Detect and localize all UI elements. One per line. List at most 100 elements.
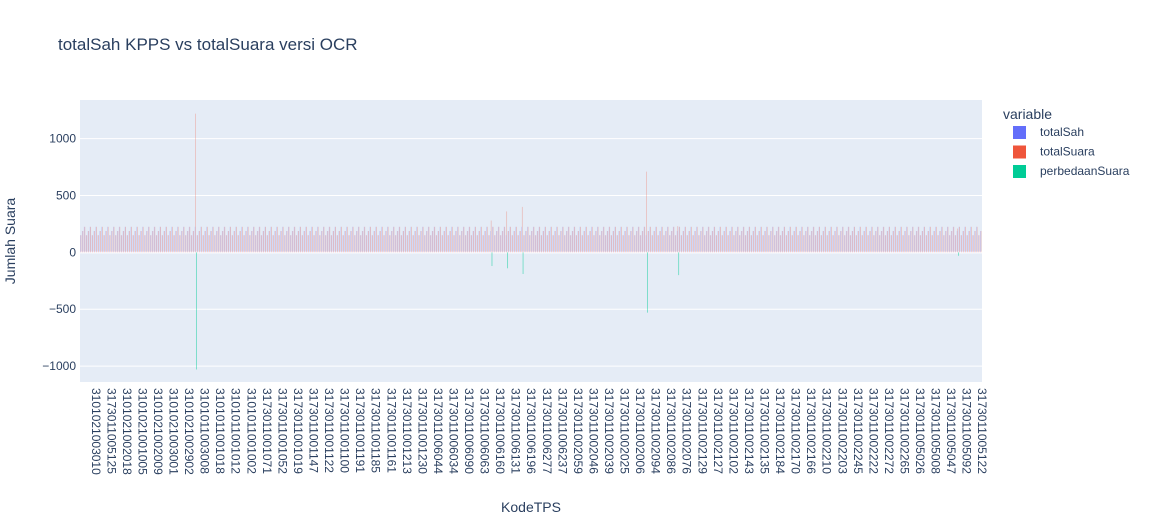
bar-totalSah[interactable] xyxy=(416,226,417,253)
bar-totalSuara[interactable] xyxy=(553,235,554,253)
bar-totalSuara[interactable] xyxy=(203,235,204,253)
bar-totalSah[interactable] xyxy=(194,226,196,253)
bar-totalSuara[interactable] xyxy=(426,230,428,253)
bar-totalSuara[interactable] xyxy=(640,235,642,253)
bar-totalSah[interactable] xyxy=(805,230,806,253)
bar-totalSuara[interactable] xyxy=(337,235,338,253)
bar-totalSah[interactable] xyxy=(91,235,93,253)
bar-totalSah[interactable] xyxy=(521,226,522,253)
bar-totalSuara[interactable] xyxy=(137,226,138,253)
legend-item-totalSuara[interactable]: totalSuara xyxy=(1013,145,1095,159)
bar-totalSah[interactable] xyxy=(550,226,552,253)
bar-totalSuara[interactable] xyxy=(280,230,282,253)
bar-totalSuara[interactable] xyxy=(115,235,117,253)
bar-totalSah[interactable] xyxy=(875,230,876,253)
bar-totalSuara[interactable] xyxy=(549,230,550,253)
bar-totalSuara[interactable] xyxy=(652,235,653,253)
bar-totalSuara[interactable] xyxy=(786,235,787,253)
bar-totalSah[interactable] xyxy=(81,230,83,253)
bar-totalSuara[interactable] xyxy=(516,226,517,253)
bar-totalSuara[interactable] xyxy=(193,230,195,253)
bar-totalSuara[interactable] xyxy=(514,230,515,253)
bar-totalSuara[interactable] xyxy=(858,230,859,253)
bar-totalSah[interactable] xyxy=(367,230,369,253)
bar-totalSuara[interactable] xyxy=(683,230,684,253)
bar-totalSah[interactable] xyxy=(556,226,557,253)
bar-totalSah[interactable] xyxy=(880,230,882,253)
bar-totalSuara[interactable] xyxy=(354,235,356,253)
bar-totalSuara[interactable] xyxy=(759,230,760,253)
bar-totalSah[interactable] xyxy=(254,235,256,253)
bar-totalSah[interactable] xyxy=(840,230,841,253)
bar-totalSah[interactable] xyxy=(766,226,767,253)
bar-totalSuara[interactable] xyxy=(418,235,420,253)
bar-totalSah[interactable] xyxy=(569,235,571,253)
bar-totalSuara[interactable] xyxy=(321,230,323,253)
bar-totalSah[interactable] xyxy=(958,226,960,253)
bar-totalSuara[interactable] xyxy=(772,226,774,253)
bar-totalSah[interactable] xyxy=(116,230,118,253)
bar-totalSah[interactable] xyxy=(647,230,649,253)
bar-totalSuara[interactable] xyxy=(588,235,589,253)
bar-totalSuara[interactable] xyxy=(731,226,733,253)
bar-totalSuara[interactable] xyxy=(792,235,793,253)
bar-totalSah[interactable] xyxy=(752,230,754,253)
bar-totalSuara[interactable] xyxy=(623,235,624,253)
bar-totalSuara[interactable] xyxy=(809,235,811,253)
bar-totalSuara[interactable] xyxy=(813,226,815,253)
bar-totalSuara[interactable] xyxy=(762,235,764,253)
bar-totalSah[interactable] xyxy=(406,235,408,253)
bar-totalSah[interactable] xyxy=(124,226,126,253)
bar-totalSuara[interactable] xyxy=(963,230,964,253)
bar-totalSah[interactable] xyxy=(865,226,867,253)
bar-totalSah[interactable] xyxy=(540,235,542,253)
bar-totalSuara[interactable] xyxy=(741,230,743,253)
bar-totalSah[interactable] xyxy=(635,230,637,253)
bar-totalSah[interactable] xyxy=(517,235,519,253)
bar-totalSuara[interactable] xyxy=(422,226,424,253)
bar-totalSuara[interactable] xyxy=(135,230,136,253)
bar-totalSah[interactable] xyxy=(505,235,507,253)
bar-totalSuara[interactable] xyxy=(869,230,871,253)
bar-totalSah[interactable] xyxy=(612,230,614,253)
bar-totalSuara[interactable] xyxy=(743,226,745,253)
bar-totalSuara[interactable] xyxy=(918,226,920,253)
bar-totalSah[interactable] xyxy=(618,230,620,253)
bar-totalSuara[interactable] xyxy=(416,226,418,253)
bar-totalSuara[interactable] xyxy=(811,230,813,253)
bar-totalSuara[interactable] xyxy=(500,235,502,253)
bar-totalSuara[interactable] xyxy=(286,230,288,253)
bar-totalSah[interactable] xyxy=(867,235,868,253)
bar-totalSuara[interactable] xyxy=(191,235,193,253)
bar-totalSah[interactable] xyxy=(791,235,793,253)
bar-totalSah[interactable] xyxy=(439,226,441,253)
bar-totalSah[interactable] xyxy=(797,235,798,253)
bar-totalSuara[interactable] xyxy=(860,226,861,253)
bar-totalSuara[interactable] xyxy=(298,230,300,253)
bar-totalSah[interactable] xyxy=(818,226,820,253)
bar-totalSuara[interactable] xyxy=(428,226,430,253)
bar-totalSah[interactable] xyxy=(398,226,400,253)
bar-totalSah[interactable] xyxy=(237,235,239,253)
bar-totalSah[interactable] xyxy=(231,235,233,253)
bar-totalSah[interactable] xyxy=(342,235,344,253)
bar-totalSuara[interactable] xyxy=(395,235,397,253)
bar-totalSah[interactable] xyxy=(562,226,563,253)
bar-totalSuara[interactable] xyxy=(790,226,791,253)
bar-totalSah[interactable] xyxy=(795,226,797,253)
bar-totalSuara[interactable] xyxy=(605,235,607,253)
bar-totalSah[interactable] xyxy=(779,235,781,253)
bar-totalSuara[interactable] xyxy=(935,226,937,253)
bar-totalSuara[interactable] xyxy=(483,235,484,253)
bar-totalSuara[interactable] xyxy=(138,235,140,253)
bar-totalSah[interactable] xyxy=(593,235,594,253)
bar-totalSah[interactable] xyxy=(591,226,592,253)
bar-perbedaanSuara[interactable] xyxy=(195,252,197,370)
bar-totalSah[interactable] xyxy=(634,235,635,253)
bar-totalSuara[interactable] xyxy=(671,230,673,253)
bar-totalSuara[interactable] xyxy=(393,226,395,253)
bar-totalSah[interactable] xyxy=(338,230,340,253)
bar-totalSah[interactable] xyxy=(501,230,503,253)
bar-totalSuara[interactable] xyxy=(611,235,612,253)
bar-totalSah[interactable] xyxy=(87,230,89,253)
